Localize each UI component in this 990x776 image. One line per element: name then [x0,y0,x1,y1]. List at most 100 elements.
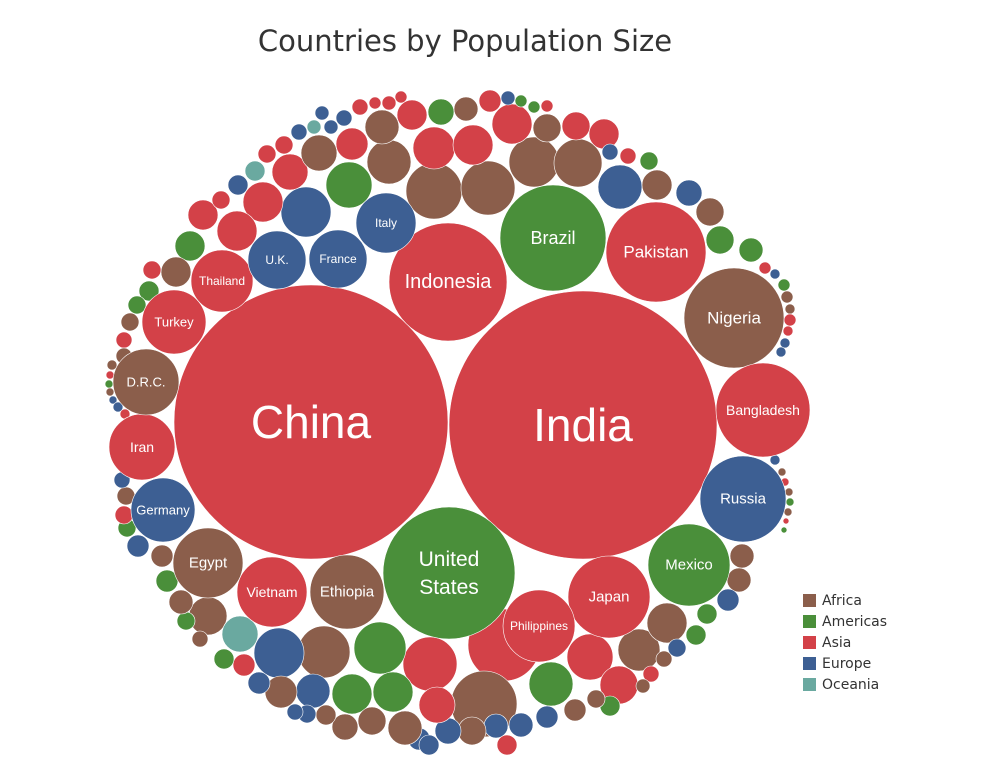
country-bubble [244,160,266,182]
country-bubble [112,401,124,413]
country-bubble [286,703,304,721]
country-bubble [586,689,606,709]
country-bubble [114,505,134,525]
bubble-label-united-states: United States [419,547,480,598]
country-bubble [306,119,322,135]
bubble-france [308,229,368,289]
country-bubble [785,497,795,507]
country-bubble [331,713,359,741]
bubble-label-philippines: Philippines [510,619,568,633]
bubble-japan [567,555,651,639]
bubble-label-vietnam: Vietnam [246,584,297,600]
legend-item-africa: Africa [803,590,887,611]
country-bubble [780,290,794,304]
country-bubble [418,734,440,756]
country-bubble [104,379,114,389]
country-bubble [588,118,620,150]
country-bubble [639,151,659,171]
country-bubble [738,237,764,263]
country-bubble [108,395,118,405]
country-bubble [138,280,160,302]
country-bubble [716,588,740,612]
bubble-label-turkey: Turkey [154,315,194,330]
legend-item-europe: Europe [803,653,887,674]
legend-label: Europe [822,655,872,672]
country-bubble [242,181,284,223]
country-bubble [729,543,755,569]
country-bubble [641,169,673,201]
bubble-germany [130,477,196,543]
country-bubble [452,124,494,166]
country-bubble [168,589,194,615]
country-bubble [357,706,387,736]
country-bubble [782,325,794,337]
country-bubble [783,313,797,327]
country-bubble [396,99,428,131]
bubble-label-thailand: Thailand [199,274,245,288]
bubble-label-mexico: Mexico [665,557,713,574]
country-bubble [394,90,408,104]
country-bubble [127,295,147,315]
country-bubble [508,136,560,188]
country-bubble [126,534,150,558]
country-bubble [106,359,118,371]
bubble-indonesia [388,222,508,342]
country-bubble [105,370,115,380]
country-bubble [300,134,338,172]
country-bubble [405,162,463,220]
legend-item-oceania: Oceania [803,674,887,695]
bubble-label-russia: Russia [720,491,767,508]
country-bubble [150,544,174,568]
bubble-label-indonesia: Indonesia [405,271,493,293]
country-bubble [619,147,637,165]
country-bubble [427,98,455,126]
country-bubble [769,268,781,280]
bubble-label-germany: Germany [136,503,190,518]
country-bubble [187,199,219,231]
chart-title: Countries by Population Size [257,24,673,58]
country-bubble [696,603,718,625]
country-bubble [351,98,369,116]
country-bubble [483,713,509,739]
country-bubble [460,160,516,216]
country-bubble [726,567,752,593]
bubble-vietnam [236,556,308,628]
country-bubble [387,710,423,746]
bubble-ethiopia [309,554,385,630]
country-bubble [314,105,330,121]
country-bubble [142,260,162,280]
bubble-label-d-r-c: D.R.C. [127,375,166,390]
legend-swatch [803,594,816,607]
country-bubble [191,630,209,648]
country-bubble [646,602,688,644]
country-bubble [784,303,796,315]
country-bubble [508,712,534,738]
country-bubble [176,611,196,631]
country-bubble [667,638,687,658]
country-bubble [331,673,373,715]
legend-label: Asia [822,634,852,651]
country-bubble [211,190,231,210]
country-bubble [777,467,787,477]
bubble-mexico [647,523,731,607]
bubble-u-k [247,230,307,290]
country-bubble [366,139,412,185]
bubble-bangladesh [715,362,811,458]
country-bubble [412,126,456,170]
country-bubble [418,686,456,724]
country-bubble [758,261,772,275]
country-bubble [232,653,256,677]
bubble-united-states [382,506,516,640]
country-bubble [290,123,308,141]
country-bubble [500,90,516,106]
country-bubble [120,312,140,332]
country-bubble [563,698,587,722]
country-bubble [335,109,353,127]
bubble-brazil [499,184,607,292]
country-bubble [775,346,787,358]
country-bubble [478,89,502,113]
bubble-label-china: China [251,396,372,448]
country-bubble [295,673,331,709]
bubble-label-ethiopia: Ethiopia [320,584,375,601]
